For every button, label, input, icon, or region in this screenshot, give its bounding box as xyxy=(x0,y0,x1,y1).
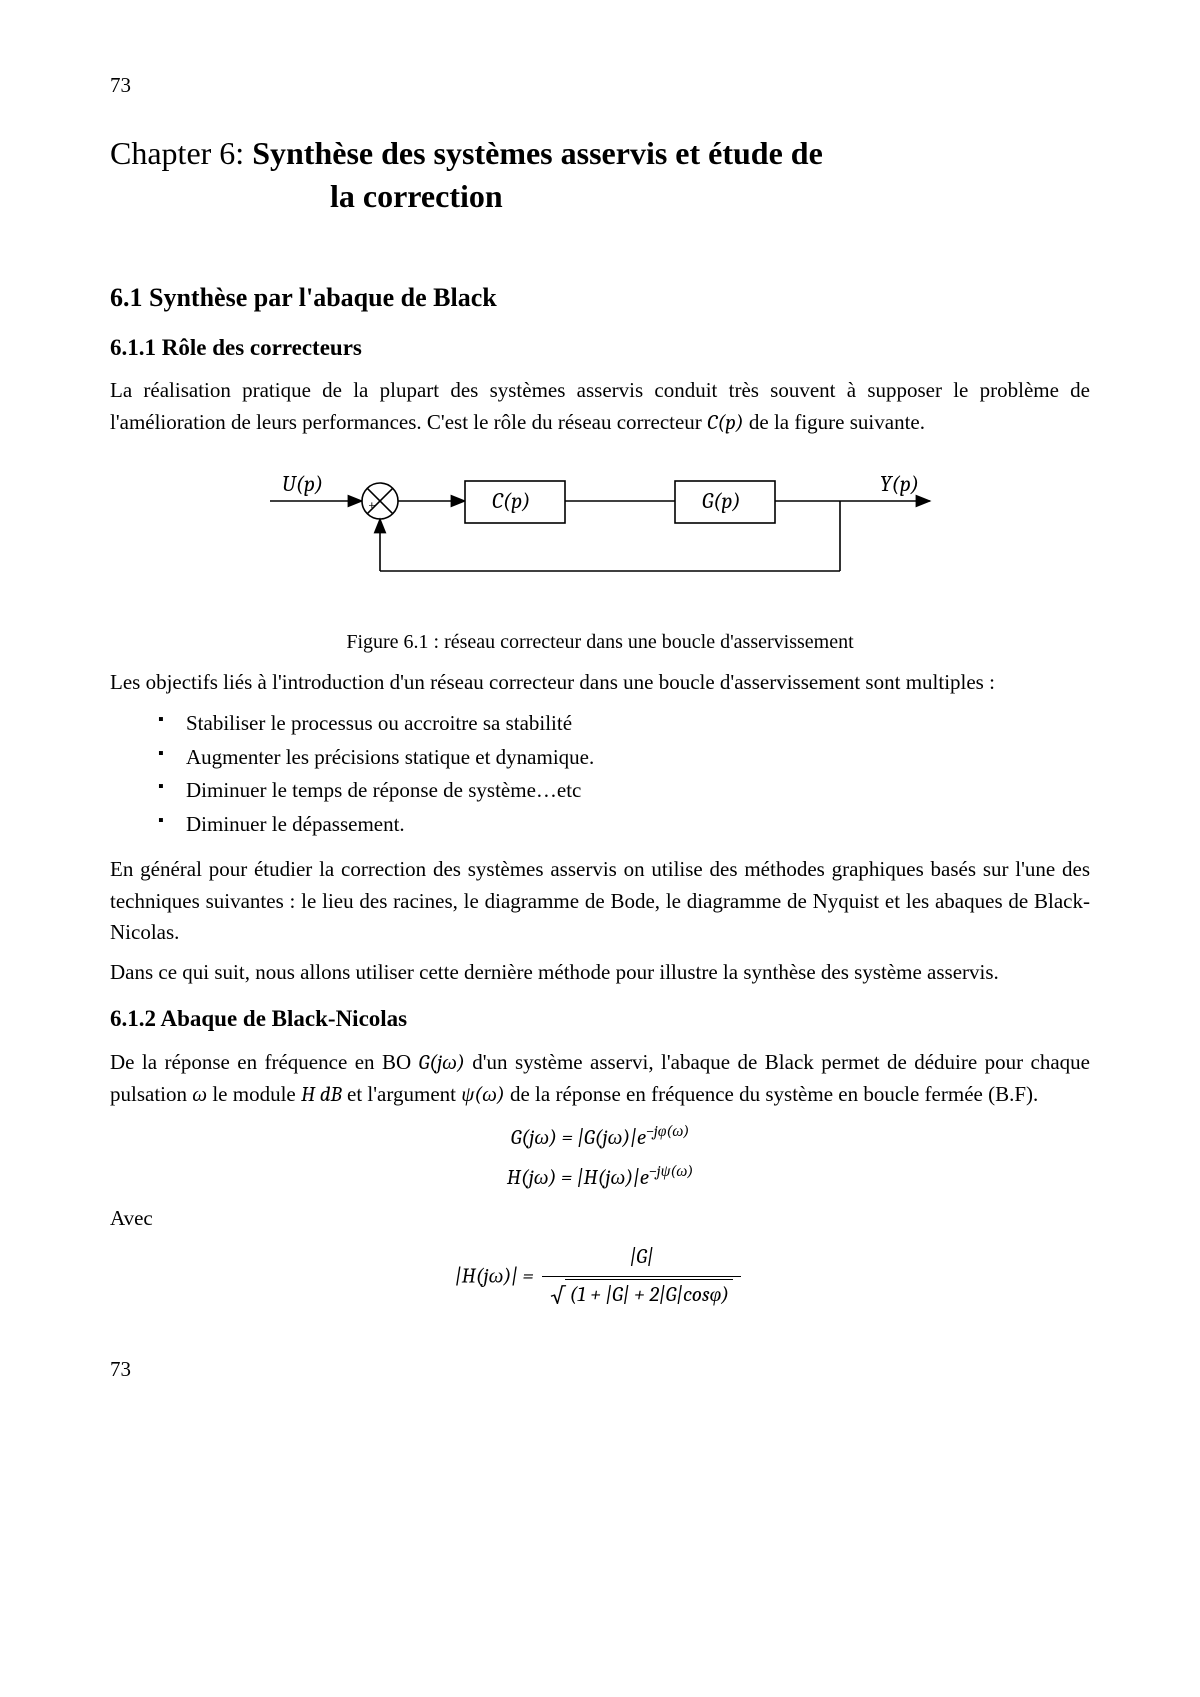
chapter-prefix: Chapter 6: xyxy=(110,135,244,171)
svg-text:U(p): U(p) xyxy=(282,471,323,497)
figure-caption: Figure 6.1 : réseau correcteur dans une … xyxy=(110,627,1090,657)
figure-6-1: U(p) C(p) G(p) Y(p) + Figure 6.1 : réseau co… xyxy=(110,461,1090,657)
chapter-title-line2: la correction xyxy=(330,175,1090,218)
svg-text:+: + xyxy=(368,496,376,513)
chapter-title-line1: Synthèse des systèmes asservis et étude … xyxy=(252,135,823,171)
inline-math-cp: C(p) xyxy=(707,411,744,435)
eq3-sqrt: √(1 + |G| + 2|G|cosφ) xyxy=(550,1279,733,1314)
inline-math-psi: ψ(ω) xyxy=(461,1083,505,1107)
eq2-exp: −jψ(ω) xyxy=(649,1162,693,1180)
svg-text:C(p): C(p) xyxy=(492,488,530,514)
para5a-text: De la réponse en fréquence en BO xyxy=(110,1050,419,1074)
para5c-text: le module xyxy=(207,1082,301,1106)
eq3-numerator: |G| xyxy=(542,1242,741,1277)
eq3-denominator: √(1 + |G| + 2|G|cosφ) xyxy=(542,1277,741,1314)
inline-math-hdb: H dB xyxy=(301,1083,342,1107)
inline-math-gjw: G(jω) xyxy=(419,1051,465,1075)
paragraph-methods: En général pour étudier la correction de… xyxy=(110,854,1090,949)
paragraph-objectives-intro: Les objectifs liés à l'introduction d'un… xyxy=(110,667,1090,699)
section-6-1-heading: 6.1 Synthèse par l'abaque de Black xyxy=(110,278,1090,317)
list-item: Augmenter les précisions statique et dyn… xyxy=(158,742,1090,774)
subsection-6-1-1-heading: 6.1.1 Rôle des correcteurs xyxy=(110,331,1090,366)
eq2-lhs: H(jω) = |H(jω)|e xyxy=(507,1166,649,1190)
eq3-fraction: |G| √(1 + |G| + 2|G|cosφ) xyxy=(542,1242,741,1313)
inline-math-omega: ω xyxy=(192,1083,207,1107)
eq1-exp: −jφ(ω) xyxy=(646,1122,689,1140)
paragraph-followup: Dans ce qui suit, nous allons utiliser c… xyxy=(110,957,1090,989)
equation-g: G(jω) = |G(jω)|e−jφ(ω) xyxy=(110,1120,1090,1155)
paragraph-abaque: De la réponse en fréquence en BO G(jω) d… xyxy=(110,1047,1090,1112)
chapter-title: Chapter 6: Synthèse des systèmes asservi… xyxy=(110,132,1090,218)
list-item: Diminuer le temps de réponse de système…… xyxy=(158,775,1090,807)
eq3-radicand: (1 + |G| + 2|G|cosφ) xyxy=(565,1279,733,1312)
objectives-list: Stabiliser le processus ou accroitre sa … xyxy=(110,708,1090,840)
page-number-bottom: 73 xyxy=(110,1354,1090,1386)
subsection-6-1-2-heading: 6.1.2 Abaque de Black-Nicolas xyxy=(110,1002,1090,1037)
eq1-lhs: G(jω) = |G(jω)|e xyxy=(511,1126,646,1150)
list-item: Diminuer le dépassement. xyxy=(158,809,1090,841)
svg-text:Y(p): Y(p) xyxy=(880,471,919,497)
list-item: Stabiliser le processus ou accroitre sa … xyxy=(158,708,1090,740)
equation-h-mod: |H(jω)| = |G| √(1 + |G| + 2|G|cosφ) xyxy=(110,1242,1090,1313)
para5e-text: de la réponse en fréquence du système en… xyxy=(505,1082,1039,1106)
para1b-text: de la figure suivante. xyxy=(744,410,925,434)
block-diagram: U(p) C(p) G(p) Y(p) + xyxy=(250,461,950,601)
paragraph-intro: La réalisation pratique de la plupart de… xyxy=(110,375,1090,439)
page-number-top: 73 xyxy=(110,70,1090,102)
avec-label: Avec xyxy=(110,1203,1090,1235)
para5d-text: et l'argument xyxy=(342,1082,461,1106)
svg-text:G(p): G(p) xyxy=(702,488,741,514)
para1a-text: La réalisation pratique de la plupart de… xyxy=(110,378,1090,434)
equation-h: H(jω) = |H(jω)|e−jψ(ω) xyxy=(110,1160,1090,1195)
eq3-lhs: |H(jω)| = xyxy=(455,1265,538,1289)
